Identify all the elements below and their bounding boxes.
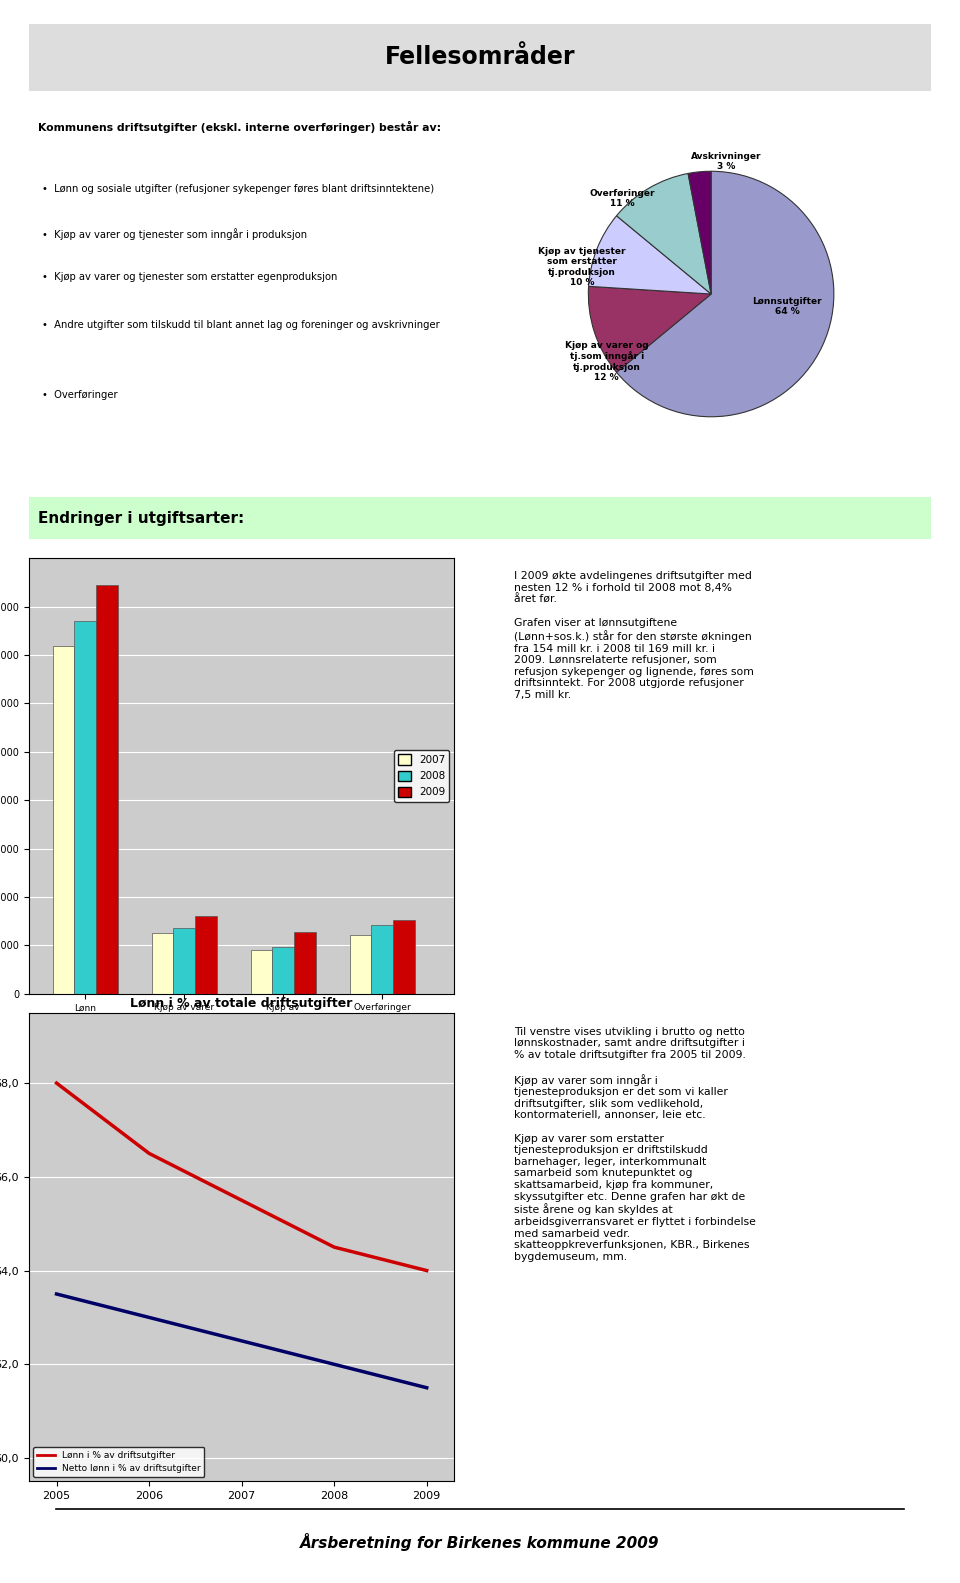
Text: •  Lønn og sosiale utgifter (refusjoner sykepenger føres blant driftsinntektene): • Lønn og sosiale utgifter (refusjoner s… bbox=[42, 184, 434, 193]
Text: 26 981: 26 981 bbox=[146, 1159, 180, 1168]
Text: •  Kjøp av varer og tjenester som erstatter egenproduksjon: • Kjøp av varer og tjenester som erstatt… bbox=[42, 272, 337, 282]
Bar bbox=[74, 621, 96, 994]
Text: Årsberetning for Birkenes kommune 2009: Årsberetning for Birkenes kommune 2009 bbox=[300, 1532, 660, 1551]
Bar bbox=[152, 934, 174, 994]
Text: 19 286: 19 286 bbox=[246, 1159, 280, 1168]
Legend: Lønn i % av driftsutgifter, Netto lønn i % av driftsutgifter: Lønn i % av driftsutgifter, Netto lønn i… bbox=[34, 1447, 204, 1477]
Text: Kjøp av tjenester
som erstatter
tj.produksjon
10 %: Kjøp av tjenester som erstatter tj.produ… bbox=[539, 247, 626, 287]
Text: Kjøp av varer og
tj.som inngår i
tj.produksjon
12 %: Kjøp av varer og tj.som inngår i tj.prod… bbox=[564, 340, 649, 382]
Text: 32 046: 32 046 bbox=[146, 1203, 180, 1213]
Wedge shape bbox=[588, 215, 711, 294]
Text: Kommunens driftsutgifter (ekskl. interne overføringer) består av:: Kommunens driftsutgifter (ekskl. interne… bbox=[37, 120, 441, 133]
Bar bbox=[393, 920, 415, 994]
Text: 153 976: 153 976 bbox=[43, 1159, 83, 1168]
Bar bbox=[294, 932, 316, 994]
Text: Avskrivninger
3 %: Avskrivninger 3 % bbox=[690, 152, 761, 171]
Wedge shape bbox=[616, 174, 711, 294]
Text: Endringer i utgiftsarter:: Endringer i utgiftsarter: bbox=[37, 511, 244, 526]
Bar bbox=[251, 950, 273, 994]
Bar bbox=[372, 926, 393, 994]
Wedge shape bbox=[616, 171, 834, 416]
Text: Fellesområder: Fellesområder bbox=[385, 46, 575, 70]
Bar bbox=[96, 584, 118, 994]
Text: 25 289: 25 289 bbox=[246, 1203, 280, 1213]
Text: •  Andre utgifter som tilskudd til blant annet lag og foreninger og avskrivninge: • Andre utgifter som tilskudd til blant … bbox=[42, 320, 440, 329]
Text: 17 949: 17 949 bbox=[246, 1116, 280, 1126]
Text: 143 927: 143 927 bbox=[43, 1116, 83, 1126]
Wedge shape bbox=[588, 287, 711, 372]
Bar bbox=[195, 917, 217, 994]
Text: 30 291: 30 291 bbox=[346, 1203, 380, 1213]
Text: •  Kjøp av varer og tjenester som inngår i produksjon: • Kjøp av varer og tjenester som inngår … bbox=[42, 228, 307, 239]
Text: I 2009 økte avdelingenes driftsutgifter med
nesten 12 % i forhold til 2008 mot 8: I 2009 økte avdelingenes driftsutgifter … bbox=[514, 571, 754, 700]
Text: •  Overføringer: • Overføringer bbox=[42, 389, 118, 400]
Text: 28 214: 28 214 bbox=[346, 1159, 380, 1168]
Bar bbox=[174, 928, 195, 994]
Wedge shape bbox=[688, 171, 711, 294]
Bar bbox=[53, 646, 74, 994]
Title: Lønn i % av totale driftsutgifter: Lønn i % av totale driftsutgifter bbox=[131, 997, 353, 1010]
Text: Overføringer
11 %: Overføringer 11 % bbox=[590, 188, 656, 207]
Bar bbox=[349, 936, 372, 994]
Text: 169 026: 169 026 bbox=[43, 1203, 83, 1213]
Bar bbox=[273, 947, 294, 994]
Text: Til venstre vises utvikling i brutto og netto
lønnskostnader, samt andre driftsu: Til venstre vises utvikling i brutto og … bbox=[514, 1027, 756, 1262]
Text: 24 927: 24 927 bbox=[146, 1116, 180, 1126]
Text: 24 048: 24 048 bbox=[346, 1116, 380, 1126]
Text: Lønnsutgifter
64 %: Lønnsutgifter 64 % bbox=[753, 296, 822, 317]
Legend: 2007, 2008, 2009: 2007, 2008, 2009 bbox=[394, 750, 449, 801]
